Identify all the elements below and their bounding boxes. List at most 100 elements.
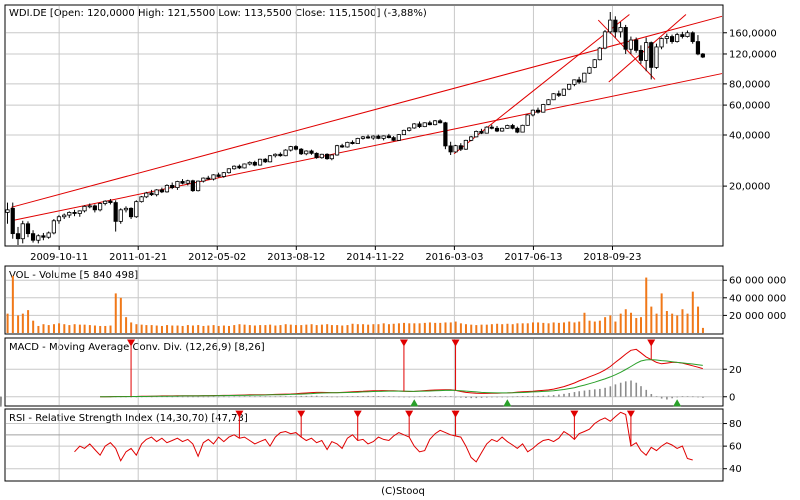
price-x-tick-label: 2009-10-11 — [30, 252, 88, 263]
candle-body — [391, 137, 396, 141]
macd-histogram-bar — [671, 396, 673, 399]
candle-body — [365, 136, 371, 139]
volume-bar — [238, 324, 241, 333]
volume-bar — [532, 322, 535, 333]
price-candle — [334, 144, 340, 156]
macd-histogram-bar — [202, 396, 205, 398]
price-candle — [180, 179, 185, 185]
price-candle — [185, 179, 190, 186]
candle-body — [530, 109, 536, 116]
macd-histogram-bar — [217, 396, 220, 398]
price-candle — [505, 124, 510, 129]
price-x-tick-label: 2013-08-12 — [267, 252, 325, 263]
candle-body — [103, 200, 108, 204]
candle-body — [644, 42, 649, 61]
candle-body — [329, 154, 334, 160]
candle-body — [453, 145, 458, 153]
volume-bar — [202, 325, 205, 333]
volume-panel: VOL - Volume [5 840 498] 20 000 000 40 00… — [4, 265, 786, 335]
macd-histogram-bar — [243, 396, 246, 397]
volume-bar — [212, 325, 215, 333]
volume-bar — [413, 323, 416, 333]
volume-panel-title: VOL - Volume [5 840 498] — [9, 270, 138, 281]
candle-body — [41, 235, 46, 238]
volume-bar — [598, 320, 601, 333]
macd-histogram-bar — [310, 395, 313, 397]
macd-histogram-bar — [650, 394, 653, 397]
volume-bar — [697, 306, 700, 333]
price-candle — [469, 135, 474, 142]
price-candle — [159, 187, 164, 194]
candle-body — [634, 39, 639, 51]
macd-histogram-bar — [480, 396, 483, 398]
macd-histogram-bar — [691, 396, 694, 398]
rsi-y-tick-label: 60 — [729, 442, 742, 453]
candle-body — [164, 184, 170, 193]
candle-body — [695, 41, 701, 55]
volume-bar — [310, 324, 313, 333]
macd-histogram-bar — [372, 396, 375, 397]
candle-body — [226, 168, 232, 174]
volume-bar — [32, 320, 35, 333]
price-candle — [154, 189, 159, 197]
price-candle — [628, 36, 634, 54]
macd-crossover-markers — [127, 339, 682, 407]
macd-histogram-bar — [418, 396, 421, 398]
price-candle — [371, 135, 376, 140]
candle-body — [396, 134, 401, 141]
candle-body — [422, 122, 427, 128]
macd-histogram-bar — [176, 396, 179, 398]
volume-bar — [63, 324, 66, 333]
price-trendline — [597, 19, 656, 80]
volume-bar — [650, 306, 653, 333]
candle-body — [334, 145, 340, 156]
macd-histogram-bar — [470, 396, 473, 399]
volume-bar — [197, 325, 200, 333]
macd-histogram-bar — [578, 391, 581, 397]
volume-bar — [17, 315, 20, 333]
price-candle — [644, 37, 649, 72]
volume-bar — [459, 323, 462, 333]
price-x-tick-label: 2012-05-02 — [188, 252, 246, 263]
macd-histogram-bar — [599, 388, 601, 397]
candle-body — [479, 130, 484, 134]
volume-bar — [279, 325, 282, 333]
volume-bar — [145, 325, 148, 333]
macd-histogram-bar — [254, 396, 256, 398]
macd-histogram-bar — [357, 396, 359, 397]
price-candle — [195, 180, 201, 192]
price-candle — [36, 234, 41, 244]
volume-bar — [336, 325, 339, 333]
volume-bar — [305, 324, 308, 333]
price-candle — [242, 163, 247, 169]
macd-sell-marker — [647, 339, 656, 347]
price-candle — [20, 220, 25, 244]
volume-bar — [58, 323, 61, 333]
price-candle — [128, 207, 134, 220]
candle-body — [680, 34, 685, 37]
candle-body — [299, 148, 304, 155]
macd-histogram-bar — [321, 396, 323, 397]
price-candle — [304, 150, 309, 156]
volume-bar — [578, 321, 581, 333]
macd-buy-marker — [673, 399, 682, 407]
candle-body — [556, 93, 561, 96]
candle-body — [144, 192, 149, 198]
candle-body — [350, 141, 355, 144]
volume-bar — [547, 323, 550, 333]
volume-bar — [676, 315, 679, 333]
macd-buy-marker — [410, 399, 419, 407]
candle-body — [597, 47, 602, 61]
volume-bars — [6, 275, 704, 333]
candle-body — [92, 205, 97, 211]
price-candle — [123, 206, 129, 213]
candle-body — [340, 145, 345, 148]
price-candle — [587, 66, 592, 74]
candle-body — [561, 88, 566, 96]
candle-body — [438, 120, 443, 124]
macd-histogram-bar — [511, 396, 514, 398]
volume-bar — [83, 324, 86, 333]
price-candle — [489, 124, 494, 130]
macd-sell-marker — [399, 339, 408, 347]
